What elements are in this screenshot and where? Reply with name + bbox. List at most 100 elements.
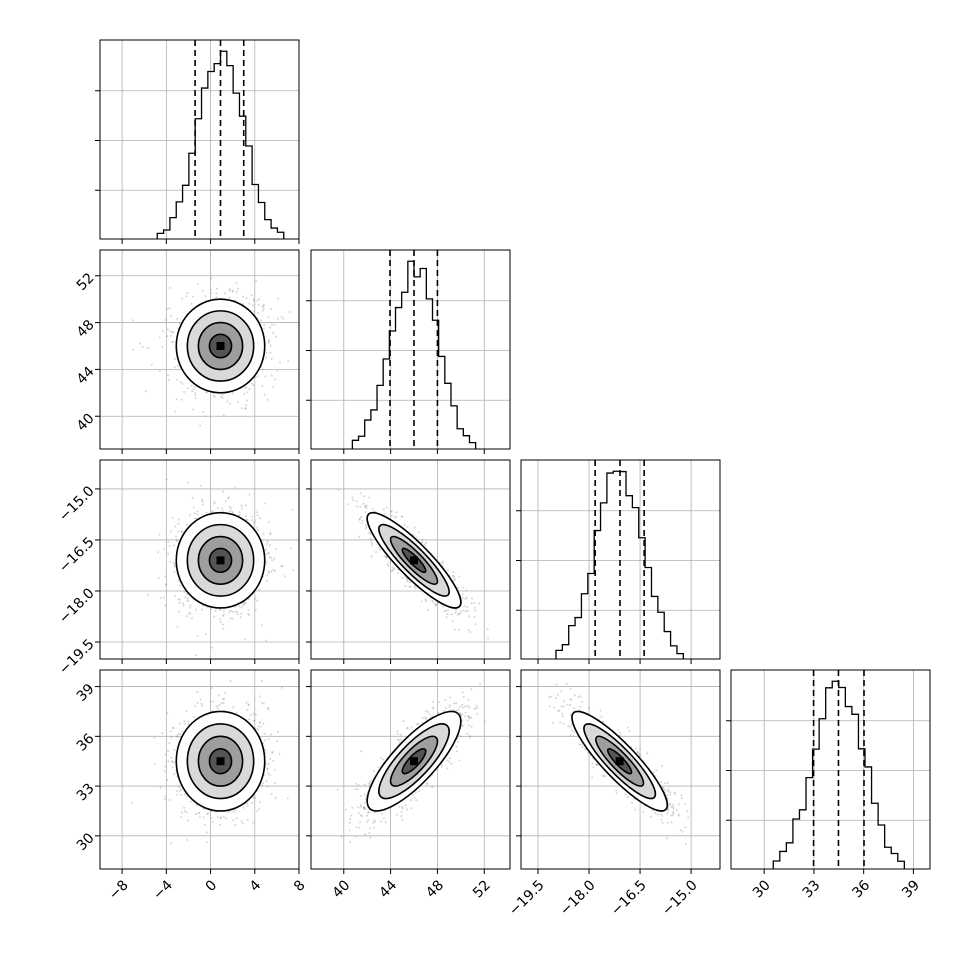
sample-point bbox=[179, 788, 182, 791]
sample-point bbox=[195, 608, 198, 611]
sample-point bbox=[275, 335, 278, 338]
sample-point bbox=[190, 302, 193, 305]
sample-point bbox=[229, 617, 232, 620]
sample-point bbox=[216, 507, 219, 510]
sample-point bbox=[227, 497, 230, 500]
sample-point bbox=[267, 316, 270, 319]
sample-point bbox=[251, 515, 254, 518]
sample-point bbox=[168, 286, 171, 289]
panel-2-0 bbox=[95, 459, 300, 664]
sample-point bbox=[358, 535, 361, 538]
sample-point bbox=[242, 604, 245, 606]
sample-point bbox=[231, 610, 234, 613]
sample-point bbox=[266, 540, 269, 543]
sample-point bbox=[209, 700, 212, 703]
sample-point bbox=[268, 341, 270, 344]
sample-point bbox=[258, 721, 261, 724]
sample-point bbox=[176, 540, 179, 543]
sample-point bbox=[131, 319, 134, 322]
sample-point bbox=[272, 385, 275, 388]
sample-point bbox=[191, 390, 194, 393]
sample-point bbox=[268, 556, 271, 558]
sample-point bbox=[403, 523, 406, 526]
y-tick-label: 48 bbox=[74, 317, 98, 341]
sample-point bbox=[219, 609, 221, 611]
sample-point bbox=[146, 594, 149, 597]
sample-point bbox=[180, 794, 183, 796]
sample-point bbox=[176, 735, 179, 738]
sample-point bbox=[264, 502, 267, 505]
sample-point bbox=[174, 525, 177, 528]
sample-point bbox=[247, 598, 250, 601]
sample-point bbox=[229, 402, 232, 405]
panel-frame bbox=[99, 249, 300, 450]
sample-point bbox=[461, 593, 464, 596]
sample-point bbox=[215, 705, 218, 708]
sample-point bbox=[186, 615, 189, 617]
sample-point bbox=[391, 569, 394, 572]
sample-point bbox=[201, 500, 204, 503]
sample-point bbox=[158, 370, 161, 373]
sample-point bbox=[258, 807, 261, 810]
sample-point bbox=[210, 277, 213, 280]
sample-point bbox=[172, 340, 175, 343]
sample-point bbox=[167, 552, 170, 555]
sample-point bbox=[257, 725, 260, 728]
sample-point bbox=[242, 295, 245, 298]
sample-point bbox=[227, 496, 230, 499]
sample-point bbox=[390, 570, 393, 573]
sample-point bbox=[201, 608, 204, 611]
sample-point bbox=[247, 612, 250, 615]
sample-point bbox=[161, 330, 164, 333]
panel-plot-area bbox=[521, 460, 720, 659]
sample-point bbox=[268, 544, 271, 547]
sample-point bbox=[257, 298, 260, 301]
sample-point bbox=[468, 615, 471, 618]
sample-point bbox=[168, 545, 171, 548]
sample-point bbox=[262, 308, 265, 310]
panel-plot-area bbox=[311, 250, 510, 449]
sample-point bbox=[370, 541, 373, 544]
sample-point bbox=[177, 518, 180, 521]
sample-point bbox=[406, 580, 409, 583]
sample-point bbox=[453, 575, 456, 578]
panel-plot-area bbox=[100, 250, 299, 449]
sample-point bbox=[222, 490, 225, 493]
panel-plot-area bbox=[311, 460, 510, 659]
sample-point bbox=[267, 520, 270, 523]
panel-2-1 bbox=[306, 459, 511, 664]
sample-point bbox=[263, 327, 265, 330]
sample-point bbox=[228, 611, 231, 614]
sample-point bbox=[164, 319, 167, 321]
sample-point bbox=[246, 804, 249, 807]
sample-point bbox=[360, 522, 363, 525]
sample-point bbox=[383, 555, 386, 558]
sample-point bbox=[247, 703, 250, 706]
sample-point bbox=[277, 297, 280, 300]
sample-point bbox=[147, 347, 150, 350]
sample-point bbox=[355, 500, 358, 503]
sample-point bbox=[232, 819, 235, 822]
sample-point bbox=[222, 609, 225, 612]
sample-point bbox=[244, 387, 247, 390]
sample-point bbox=[401, 577, 404, 580]
sample-point bbox=[236, 290, 239, 293]
sample-point bbox=[243, 392, 246, 395]
sample-point bbox=[467, 629, 470, 632]
sample-point bbox=[248, 493, 251, 496]
sample-point bbox=[464, 610, 467, 613]
sample-point bbox=[265, 560, 268, 563]
sample-point bbox=[172, 331, 175, 334]
sample-point bbox=[250, 382, 253, 385]
sample-point bbox=[273, 557, 276, 560]
sample-point bbox=[450, 613, 453, 616]
sample-point bbox=[384, 556, 387, 558]
sample-point bbox=[462, 586, 465, 589]
sample-point bbox=[144, 390, 147, 393]
sample-point bbox=[246, 391, 249, 394]
sample-point bbox=[183, 391, 186, 393]
sample-point bbox=[193, 386, 196, 389]
sample-point bbox=[265, 579, 268, 582]
sample-point bbox=[270, 570, 273, 573]
sample-point bbox=[272, 568, 275, 571]
